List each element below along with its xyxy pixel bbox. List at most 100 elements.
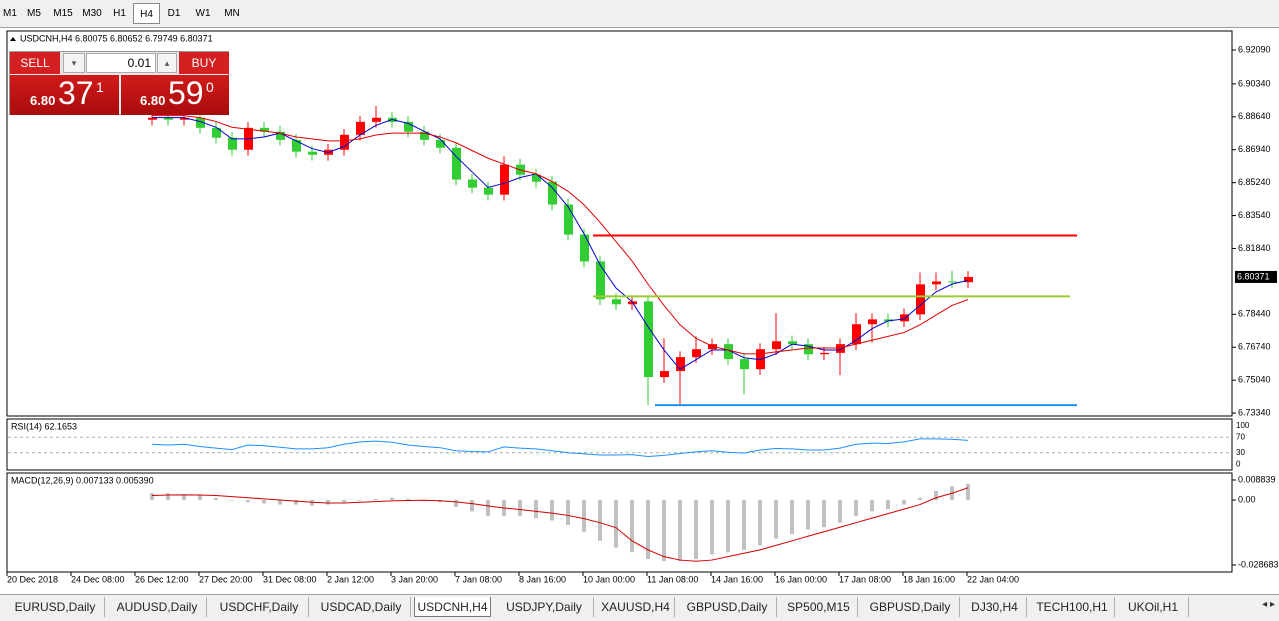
- y-tick-label: 0.00: [1238, 494, 1256, 504]
- candle-body: [884, 319, 893, 322]
- time-label: 2 Jan 12:00: [327, 574, 374, 584]
- y-tick-label: 6.75040: [1238, 375, 1271, 385]
- rsi-line: [151, 438, 969, 458]
- macd-bar: [198, 495, 202, 501]
- last-price-box: [1235, 270, 1277, 283]
- candle-body: [468, 179, 477, 188]
- collapse-icon[interactable]: [10, 37, 16, 41]
- macd-bar: [182, 494, 186, 501]
- macd-bar: [918, 497, 922, 501]
- candle-body: [196, 117, 205, 128]
- macd-bar: [518, 500, 522, 516]
- y-tick-label: 6.83540: [1238, 210, 1271, 220]
- chart-tab[interactable]: EURUSD,Daily: [6, 597, 105, 617]
- timeframe-button[interactable]: M5: [27, 8, 41, 19]
- time-label: 20 Dec 2018: [7, 574, 58, 584]
- chart-tab[interactable]: SP500,M15: [780, 597, 858, 617]
- macd-bar: [230, 500, 234, 501]
- chart-tab[interactable]: UKOil,H1: [1118, 597, 1189, 617]
- time-label: 16 Jan 00:00: [775, 574, 827, 584]
- macd-bar: [406, 498, 410, 501]
- candle-body: [804, 344, 813, 355]
- buy-button[interactable]: BUY: [179, 52, 229, 74]
- timeframe-toolbar: M1 M5 M15 M30 H1 H4 D1 W1 MN: [0, 0, 1279, 28]
- macd-bar: [262, 500, 266, 504]
- macd-bar: [646, 500, 650, 559]
- candle-body: [420, 131, 429, 140]
- timeframe-button[interactable]: H4: [133, 3, 160, 24]
- chart-tab[interactable]: GBPUSD,Daily: [678, 597, 777, 617]
- macd-bar: [678, 500, 682, 562]
- candle-body: [292, 139, 301, 152]
- candle-body: [868, 319, 877, 325]
- macd-bar: [854, 500, 858, 516]
- chart-tab[interactable]: USDCHF,Daily: [210, 597, 309, 617]
- lot-increase[interactable]: ▴: [157, 53, 177, 73]
- macd-bar: [294, 500, 298, 505]
- chart-tab[interactable]: GBPUSD,Daily: [861, 597, 960, 617]
- candle-body: [212, 127, 221, 138]
- chart-header: USDCNH,H4 6.80075 6.80652 6.79749 6.8037…: [20, 33, 213, 43]
- chart-tab[interactable]: TECH100,H1: [1030, 597, 1115, 617]
- trade-panel: SELL ▾ 0.01 ▴ BUY 6.80 37 1 6.80 59 0: [9, 51, 229, 115]
- tab-scroll[interactable]: ◂ ▸: [1262, 599, 1275, 610]
- timeframe-button[interactable]: M30: [82, 8, 102, 19]
- timeframe-button[interactable]: H1: [113, 8, 126, 19]
- candle-body: [916, 284, 925, 315]
- y-tick-label: 0.008839: [1238, 474, 1276, 484]
- macd-bar: [870, 500, 874, 512]
- macd-bar: [790, 500, 794, 535]
- lot-input[interactable]: 0.01: [86, 53, 156, 73]
- macd-bar: [902, 500, 906, 505]
- y-tick-label: 6.76740: [1238, 342, 1271, 352]
- y-tick-label: 100: [1236, 421, 1250, 430]
- bid-price[interactable]: 6.80 37 1: [10, 75, 119, 115]
- sell-button[interactable]: SELL: [10, 52, 60, 74]
- ask-fraction: 0: [206, 79, 214, 95]
- timeframe-button[interactable]: D1: [167, 8, 181, 19]
- candle-body: [724, 344, 733, 360]
- timeframe-button[interactable]: M15: [53, 8, 73, 19]
- macd-bar: [486, 500, 490, 516]
- timeframe-button[interactable]: MN: [224, 8, 240, 19]
- time-label: 10 Jan 00:00: [583, 574, 635, 584]
- macd-bar: [662, 500, 666, 562]
- y-tick-label: 6.85240: [1238, 177, 1271, 187]
- timeframe-button[interactable]: W1: [195, 8, 211, 19]
- y-tick-label: 0: [1236, 459, 1241, 468]
- y-tick-label: 6.88640: [1238, 111, 1271, 121]
- macd-bar: [598, 500, 602, 541]
- y-tick-label: 70: [1236, 432, 1245, 441]
- chart-tab[interactable]: USDCAD,Daily: [312, 597, 411, 617]
- macd-bar: [214, 497, 218, 501]
- candle-body: [564, 204, 573, 235]
- macd-bar: [630, 500, 634, 553]
- chart-tab[interactable]: USDCNH,H4: [414, 597, 491, 617]
- y-tick-label: 6.73340: [1238, 407, 1271, 417]
- time-label: 27 Dec 20:00: [199, 574, 253, 584]
- candle-body: [484, 187, 493, 195]
- lot-decrease[interactable]: ▾: [63, 53, 85, 73]
- candle-body: [852, 324, 861, 345]
- chart-tab[interactable]: DJ30,H4: [963, 597, 1027, 617]
- time-label: 3 Jan 20:00: [391, 574, 438, 584]
- time-label: 24 Dec 08:00: [71, 574, 125, 584]
- main-panel: [6, 30, 1233, 417]
- chart-tab[interactable]: USDJPY,Daily: [495, 597, 594, 617]
- chart-tab[interactable]: AUDUSD,Daily: [108, 597, 207, 617]
- candle-body: [452, 147, 461, 180]
- signal-line: [151, 487, 969, 562]
- ask-price[interactable]: 6.80 59 0: [121, 75, 229, 115]
- chart-tab[interactable]: XAUUSD,H4: [597, 597, 675, 617]
- candle-body: [308, 151, 317, 155]
- candle-body: [340, 134, 349, 150]
- y-tick-label: 30: [1236, 448, 1245, 457]
- time-label: 26 Dec 12:00: [135, 574, 189, 584]
- time-label: 17 Jan 08:00: [839, 574, 891, 584]
- candle-body: [180, 117, 189, 120]
- macd-bar: [470, 500, 474, 512]
- candle-body: [772, 341, 781, 350]
- macd-bar: [150, 493, 154, 501]
- macd-bar: [374, 498, 378, 501]
- timeframe-button[interactable]: M1: [3, 8, 17, 19]
